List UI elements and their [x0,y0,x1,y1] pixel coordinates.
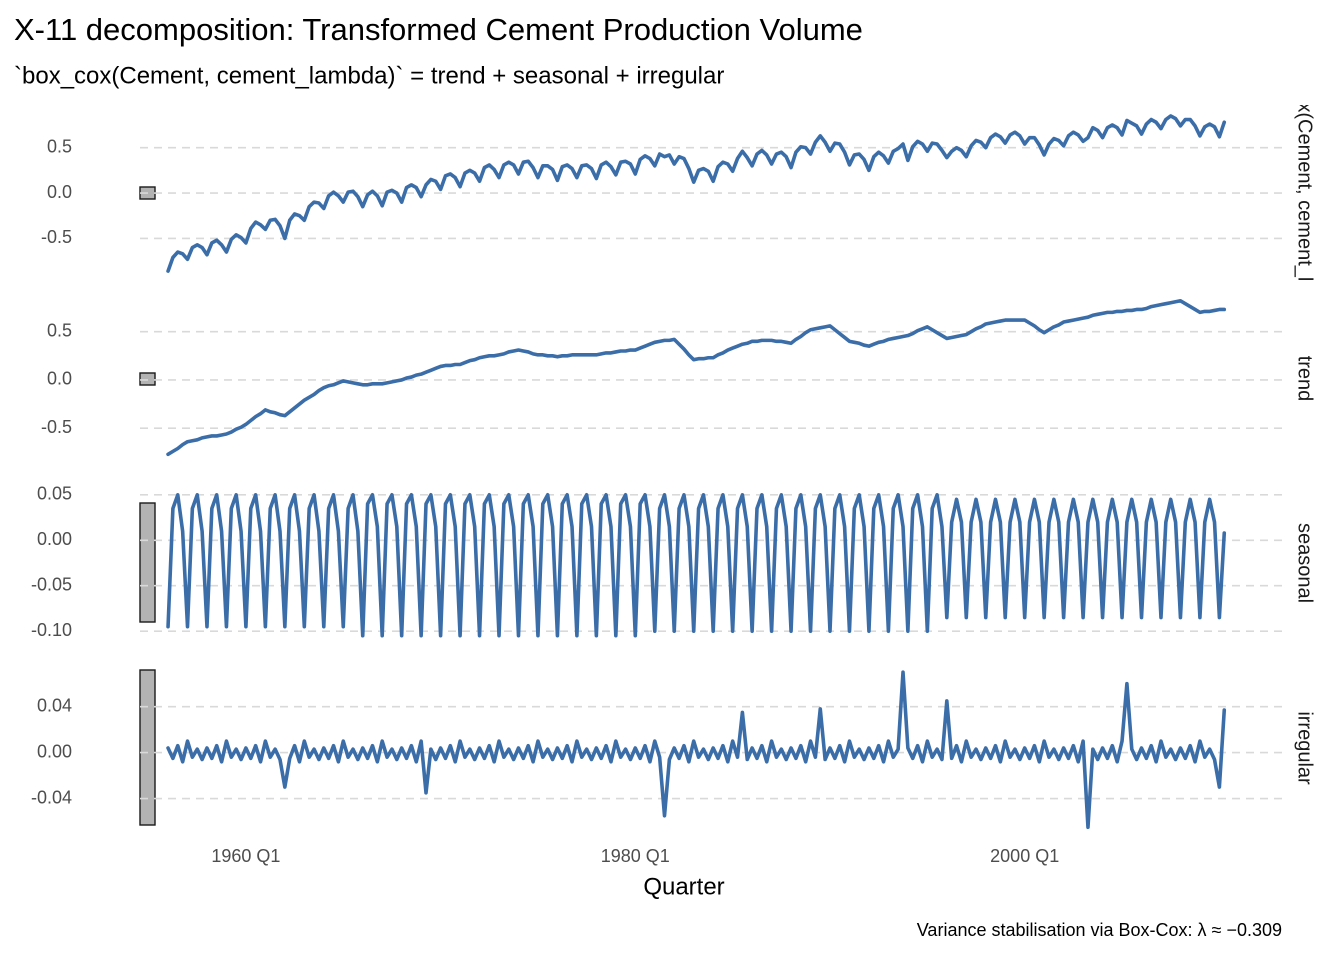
scale-bar [139,372,156,386]
series-line [166,493,1227,638]
y-tick-label: 0.5 [47,320,72,340]
x-axis-label: Quarter [643,873,724,900]
strip: seasonal [1294,523,1316,603]
y-tick-label: -0.5 [41,227,72,247]
strip-label: seasonal [1294,523,1316,603]
y-tick-label: 0.05 [37,484,72,504]
series-line [166,670,1227,830]
y-tick-label: -0.04 [31,787,72,807]
scale-bar [139,669,156,826]
x-tick-label: 2000 Q1 [990,846,1059,866]
series-line [166,114,1227,273]
y-tick-label: 0.00 [37,529,72,549]
y-tick-label: 0.00 [37,741,72,761]
y-tick-label: -0.10 [31,620,72,640]
strip-label: trend [1294,356,1316,402]
y-tick-label: 0.04 [37,695,72,715]
series-line [166,298,1227,457]
y-tick-label: -0.5 [41,417,72,437]
strip: irregular [1294,711,1316,785]
y-tick-label: 0.0 [47,369,72,389]
caption: Variance stabilisation via Box-Cox: λ ≈ … [917,920,1282,940]
strip-label: `box_cox(Cement, cement_lambda)` [1294,31,1316,356]
strip: trend [1294,356,1316,402]
y-tick-label: 0.0 [47,182,72,202]
strip: `box_cox(Cement, cement_lambda)` [1294,31,1316,356]
x-tick-label: 1960 Q1 [211,846,280,866]
y-tick-label: 0.5 [47,136,72,156]
chart-subtitle: `box_cox(Cement, cement_lambda)` = trend… [14,62,724,89]
x-tick-label: 1980 Q1 [601,846,670,866]
scale-bar [139,502,156,623]
strip-label: irregular [1294,711,1316,785]
y-tick-label: -0.05 [31,574,72,594]
chart-title: X-11 decomposition: Transformed Cement P… [14,12,863,47]
